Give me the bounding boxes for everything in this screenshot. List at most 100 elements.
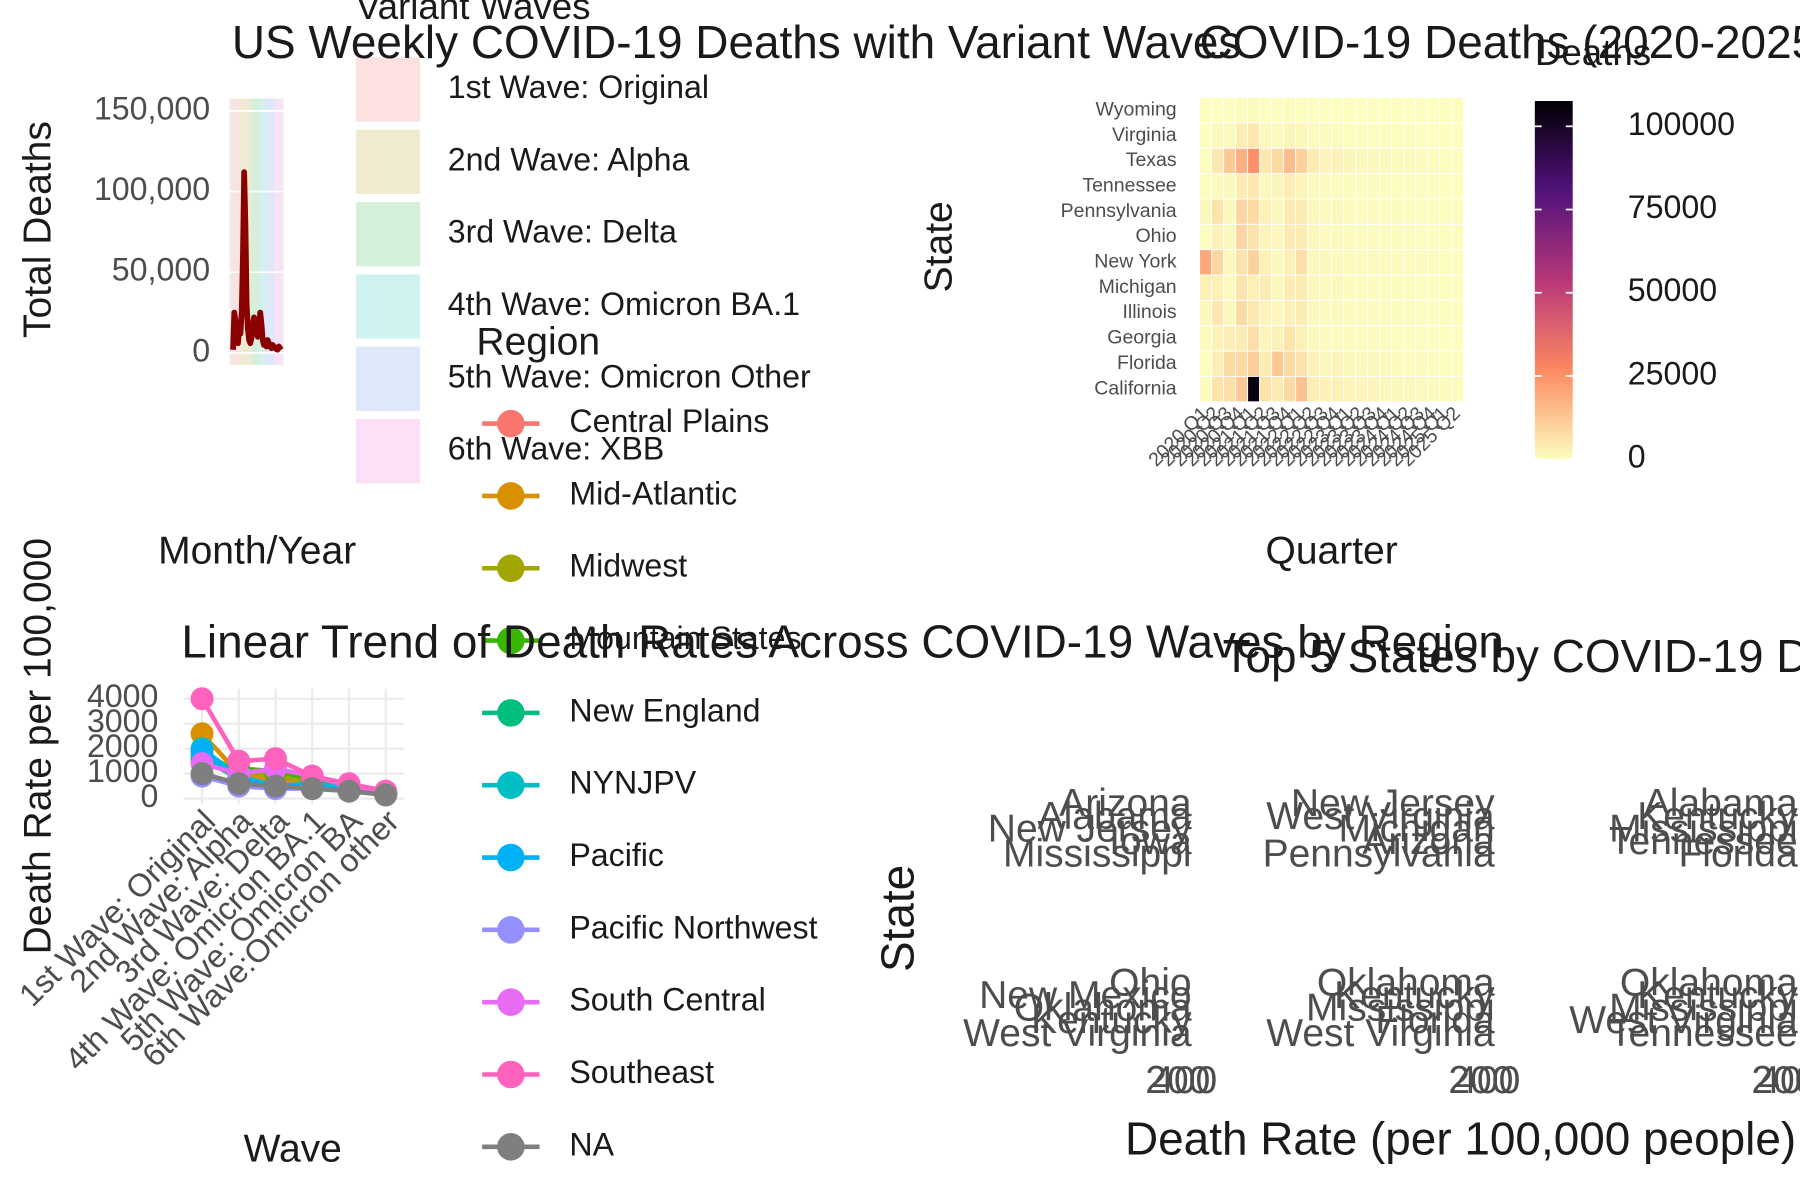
heat-cell <box>1391 249 1405 276</box>
y-tick-label: 50,000 <box>112 252 210 288</box>
heat-cell <box>1379 249 1393 276</box>
heat-cell <box>1211 147 1225 175</box>
heat-cell <box>1295 299 1309 327</box>
x-tick-label: 200 <box>1751 1059 1800 1102</box>
heat-cell <box>1355 173 1369 200</box>
heat-cell <box>1247 249 1261 276</box>
y-tick-label: Georgia <box>1107 327 1177 349</box>
legend-label: NA <box>569 1126 614 1162</box>
series-point <box>190 687 214 711</box>
heat-cell <box>1199 325 1213 352</box>
y-tick-label: 4000 <box>87 678 158 714</box>
heat-cell <box>1379 223 1393 251</box>
heat-cell <box>1223 375 1237 403</box>
heat-cell <box>1415 198 1429 225</box>
y-tick-label: Florida <box>1117 352 1177 374</box>
heat-cell <box>1439 350 1453 377</box>
legend-title: Region <box>476 321 600 364</box>
heat-cell <box>1235 97 1249 124</box>
heat-cell <box>1211 325 1225 352</box>
heat-cell <box>1235 223 1249 251</box>
heat-cell <box>1331 325 1345 352</box>
y-tick-label: West Virginia <box>1266 795 1495 838</box>
y-tick-label: New Jersey <box>988 807 1192 850</box>
heat-cell <box>1295 97 1309 124</box>
heat-cell <box>1223 350 1237 377</box>
heat-cell <box>1331 173 1345 200</box>
heat-cell <box>1271 350 1285 377</box>
heat-cell <box>1259 147 1273 175</box>
legend-title: Variant Waves <box>356 0 591 27</box>
heat-cell <box>1295 147 1309 175</box>
x-tick-label: 400 <box>1758 1059 1800 1102</box>
colorbar-label: 50000 <box>1628 272 1717 308</box>
heat-cell <box>1379 173 1393 200</box>
colorbar-label: 75000 <box>1628 189 1717 225</box>
heat-cell <box>1331 299 1345 327</box>
heat-cell <box>1259 325 1273 352</box>
heat-cell <box>1283 173 1297 200</box>
y-tick-label: Arizona <box>1362 820 1495 863</box>
heat-cell <box>1283 223 1297 251</box>
heat-cell <box>1391 375 1405 403</box>
heat-cell <box>1331 274 1345 301</box>
heat-cell <box>1379 274 1393 301</box>
heat-cell <box>1223 198 1237 225</box>
heat-cell <box>1355 350 1369 377</box>
heat-cell <box>1391 173 1405 200</box>
heat-cell <box>1427 122 1441 149</box>
heat-cell <box>1271 198 1285 225</box>
heat-cell <box>1427 325 1441 352</box>
heat-cell <box>1391 350 1405 377</box>
series-point <box>337 779 361 803</box>
y-axis-title: State <box>871 865 923 972</box>
heat-cell <box>1307 325 1321 352</box>
heat-cell <box>1367 122 1381 149</box>
series-point <box>190 762 214 786</box>
legend-label: Central Plains <box>569 403 769 439</box>
heat-cell <box>1439 249 1453 276</box>
heat-cell <box>1403 147 1417 175</box>
legend-label: 5th Wave: Omicron Other <box>448 358 811 394</box>
y-tick-label: Illinois <box>1122 301 1176 323</box>
y-tick-label: 0 <box>192 332 210 368</box>
heat-cell <box>1439 147 1453 175</box>
heat-cell <box>1343 350 1357 377</box>
heat-cell <box>1355 198 1369 225</box>
heat-cell <box>1427 198 1441 225</box>
heat-cell <box>1427 249 1441 276</box>
y-tick-label: Oklahoma <box>1620 961 1798 1004</box>
heat-cell <box>1283 198 1297 225</box>
heat-cell <box>1343 147 1357 175</box>
heat-cell <box>1235 122 1249 149</box>
legend-key-point <box>497 1060 525 1089</box>
y-tick-label: Mississippi <box>1003 833 1192 876</box>
series-point <box>227 749 251 773</box>
heat-cell <box>1319 147 1333 175</box>
heat-cell <box>1343 122 1357 149</box>
heat-cell <box>1367 173 1381 200</box>
series-point <box>374 783 398 807</box>
legend-label: NYNJPV <box>569 765 696 801</box>
heat-cell <box>1415 325 1429 352</box>
heat-cell <box>1283 249 1297 276</box>
heat-cell <box>1307 147 1321 175</box>
heat-cell <box>1247 147 1261 175</box>
legend-key-point <box>497 843 525 872</box>
colorbar-label: 0 <box>1628 439 1646 475</box>
heat-cell <box>1259 122 1273 149</box>
heat-cell <box>1331 249 1345 276</box>
heat-cell <box>1427 274 1441 301</box>
heat-cell <box>1307 249 1321 276</box>
heat-cell <box>1331 223 1345 251</box>
heat-cell <box>1403 325 1417 352</box>
heat-cell <box>1391 325 1405 352</box>
heat-cell <box>1379 122 1393 149</box>
heat-cell <box>1223 147 1237 175</box>
heat-cell <box>1379 350 1393 377</box>
heat-cell <box>1331 122 1345 149</box>
heat-cell <box>1295 249 1309 276</box>
y-tick-label: West Virginia <box>1266 1012 1495 1055</box>
heat-cell <box>1307 375 1321 403</box>
heat-cell <box>1199 299 1213 327</box>
